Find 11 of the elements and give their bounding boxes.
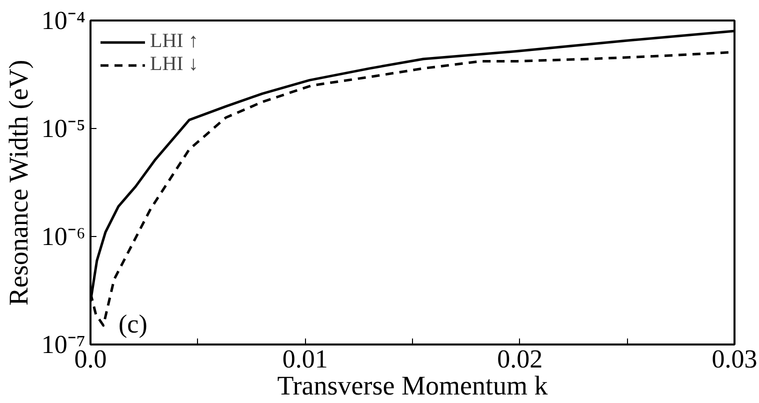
- annotation: (c): [118, 310, 148, 338]
- x-axis-title: Transverse Momentum k: [277, 370, 548, 400]
- y-tick-label: 10⁻⁵: [41, 114, 86, 143]
- legend-label: LHI ↑: [150, 30, 198, 53]
- x-tick-label: 0.01: [282, 344, 328, 374]
- x-tick-label: 0.03: [712, 344, 758, 374]
- y-axis-title: Resonance Width (eV): [3, 60, 34, 306]
- x-tick-label: 0.02: [497, 344, 543, 374]
- y-tick-label: 10⁻⁶: [41, 222, 86, 251]
- legend-label: LHI ↓: [150, 53, 198, 76]
- y-tick-label: 10⁻⁴: [41, 6, 86, 35]
